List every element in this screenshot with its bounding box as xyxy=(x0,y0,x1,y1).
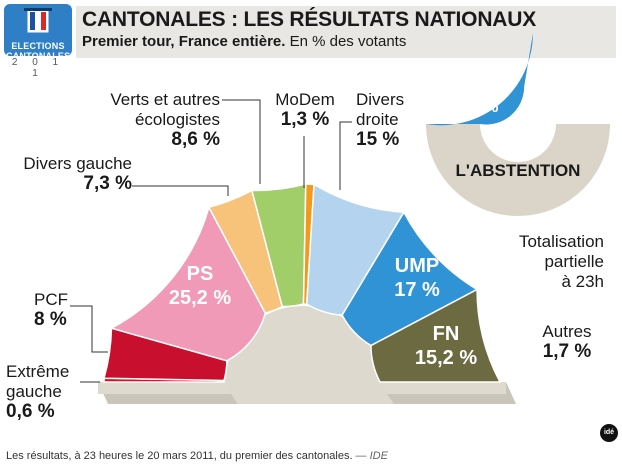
label-divers-droite: Divers droite 15 % xyxy=(356,90,404,150)
label-ps-name: PS xyxy=(186,263,214,285)
label-verts-name2: écologistes xyxy=(134,110,220,129)
label-verts-name1: Verts et autres xyxy=(110,90,220,109)
badge-year: 2 0 1 1 xyxy=(11,57,65,79)
label-extreme-gauche: Extrême gauche 0,6 % xyxy=(6,362,84,422)
election-badge: ELECTIONS CANTONALES 2 0 1 1 xyxy=(4,4,72,79)
label-divers-droite-name1: Divers xyxy=(356,90,405,109)
label-divers-gauche-value: 7,3 % xyxy=(83,173,132,194)
label-fn: FN 15,2 % xyxy=(396,322,496,370)
label-extreme-gauche-value: 0,6 % xyxy=(6,401,55,422)
subtitle-bold: Premier tour, France entière. xyxy=(82,33,286,50)
label-extreme-gauche-name: Extrême gauche xyxy=(6,362,70,401)
label-modem-value: 1,3 % xyxy=(280,109,330,130)
page-subtitle: Premier tour, France entière. En % des v… xyxy=(82,33,406,50)
abstention-track xyxy=(426,124,610,216)
totalisation-line3: à 23h xyxy=(561,272,604,291)
badge-label: ELECTIONS CANTONALES xyxy=(6,41,71,61)
totalisation-line2: partielle xyxy=(544,252,604,271)
infographic: ELECTIONS CANTONALES 2 0 1 1 CANTONALES … xyxy=(4,4,618,442)
label-divers-gauche-name: Divers gauche xyxy=(23,154,132,173)
ballot-box-icon xyxy=(24,8,52,33)
totalisation-line1: Totalisation xyxy=(518,232,604,251)
label-autres-name: Autres xyxy=(542,322,592,341)
label-divers-gauche: Divers gauche 7,3 % xyxy=(10,154,132,194)
label-ps-value: 25,2 % xyxy=(168,287,232,309)
label-autres-value: 1,7 % xyxy=(542,341,592,362)
leader-line-verts xyxy=(222,99,261,184)
leader-line-divers-gauche xyxy=(132,185,229,196)
caption-credit: — IDE xyxy=(352,450,388,462)
ide-logo: idé xyxy=(600,424,618,442)
subtitle-rest: En % des votants xyxy=(285,33,407,50)
label-verts: Verts et autres écologistes 8,6 % xyxy=(84,90,220,150)
label-pcf: PCF 8 % xyxy=(34,290,68,330)
label-pcf-value: 8 % xyxy=(34,309,67,330)
label-totalisation: Totalisation partielle à 23h xyxy=(500,232,604,292)
label-autres: Autres 1,7 % xyxy=(520,322,614,362)
page-title: CANTONALES : LES RÉSULTATS NATIONAUX xyxy=(82,8,537,31)
segment-ps xyxy=(109,205,267,362)
leader-line-pcf xyxy=(70,305,108,353)
label-modem: MoDem 1,3 % xyxy=(270,90,340,130)
caption-text: Les résultats, à 23 heures le 20 mars 20… xyxy=(6,450,353,462)
label-pcf-name: PCF xyxy=(34,290,68,309)
abstention-label: L'ABSTENTION xyxy=(456,161,581,180)
label-verts-value: 8,6 % xyxy=(171,129,220,150)
label-fn-name: FN xyxy=(432,323,460,345)
caption: Les résultats, à 23 heures le 20 mars 20… xyxy=(6,450,388,462)
label-modem-name: MoDem xyxy=(275,90,335,109)
hemicycle-chart: 55,2 % L'ABSTENTION xyxy=(70,33,610,404)
label-ump-name: UMP xyxy=(394,255,440,277)
abstention-fill xyxy=(426,33,533,126)
badge-box xyxy=(4,4,72,56)
header-bar xyxy=(76,6,616,58)
label-divers-droite-name2: droite xyxy=(356,110,399,129)
label-ump: UMP 17 % xyxy=(372,254,462,302)
label-ump-value: 17 % xyxy=(394,279,440,301)
leader-line-divers-droite xyxy=(339,121,352,190)
label-ps: PS 25,2 % xyxy=(140,262,260,310)
label-fn-value: 15,2 % xyxy=(414,347,478,369)
abstention-value: 55,2 % xyxy=(446,97,499,116)
segment-fn xyxy=(370,288,502,383)
hemicycle-inner-shadow xyxy=(224,306,394,404)
label-divers-droite-value: 15 % xyxy=(356,129,400,150)
